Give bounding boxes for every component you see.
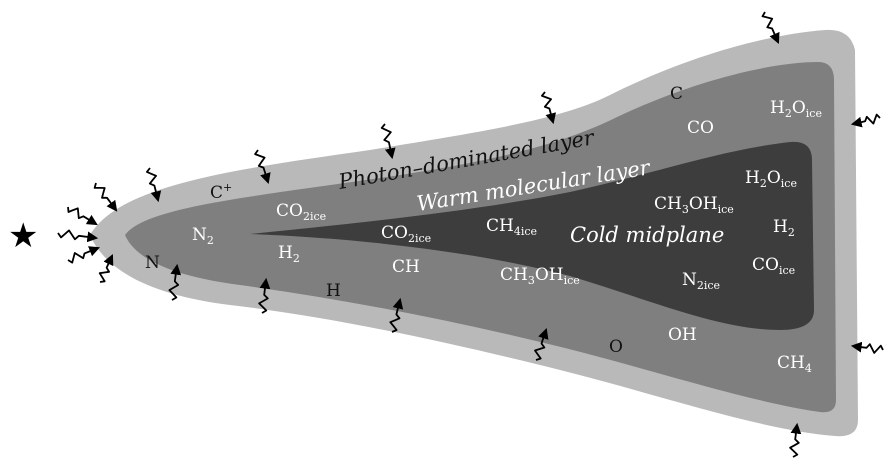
species-co2ice-warm: CO2ice bbox=[276, 201, 326, 223]
photon-arrow-icon bbox=[57, 229, 99, 243]
star-icon: ★ bbox=[8, 216, 38, 256]
species-n: N bbox=[145, 253, 160, 273]
photon-arrow-icon bbox=[67, 246, 101, 264]
photon-arrow-icon bbox=[258, 277, 271, 314]
species-ch: CH bbox=[392, 257, 420, 277]
species-h: H bbox=[326, 281, 341, 301]
species-ch4ice: CH4ice bbox=[486, 216, 537, 238]
species-ch3ohice-1: CH3OHice bbox=[654, 194, 734, 216]
photon-arrow-icon bbox=[98, 254, 114, 283]
photon-arrows bbox=[57, 11, 884, 458]
species-o: O bbox=[609, 337, 623, 357]
photon-arrow-icon bbox=[761, 11, 780, 44]
species-c: C bbox=[670, 84, 683, 104]
cold-midplane-label: Cold midplane bbox=[570, 223, 724, 247]
photon-arrow-icon bbox=[146, 167, 162, 203]
species-h2-cold: H2 bbox=[773, 217, 795, 239]
species-co2ice-cold: CO2ice bbox=[381, 223, 431, 245]
species-n2ice: N2ice bbox=[682, 270, 720, 292]
species-c-plus: C+ bbox=[210, 181, 232, 203]
species-ch3ohice-2: CH3OHice bbox=[500, 265, 580, 287]
photon-arrow-icon bbox=[254, 149, 271, 185]
species-co: CO bbox=[687, 118, 714, 138]
species-coice: COice bbox=[752, 255, 795, 277]
photon-arrow-icon bbox=[93, 182, 118, 212]
species-h2oice-cold: H2Oice bbox=[745, 168, 797, 190]
photon-arrow-icon bbox=[67, 206, 98, 226]
species-n2: N2 bbox=[192, 225, 214, 247]
species-oh: OH bbox=[668, 325, 697, 345]
photon-arrow-icon bbox=[168, 263, 182, 301]
photon-arrow-icon bbox=[380, 123, 396, 160]
species-ch4: CH4 bbox=[777, 353, 812, 375]
photon-arrow-icon bbox=[534, 327, 549, 361]
photon-arrow-icon bbox=[850, 341, 884, 354]
photon-arrow-icon bbox=[789, 422, 802, 458]
species-h2-warm: H2 bbox=[278, 243, 300, 265]
cold-midplane-region bbox=[250, 141, 814, 330]
species-h2oice-warm: H2Oice bbox=[770, 98, 822, 120]
photon-arrow-icon bbox=[389, 297, 404, 333]
photon-arrow-icon bbox=[541, 91, 556, 125]
photon-arrow-icon bbox=[850, 113, 881, 128]
